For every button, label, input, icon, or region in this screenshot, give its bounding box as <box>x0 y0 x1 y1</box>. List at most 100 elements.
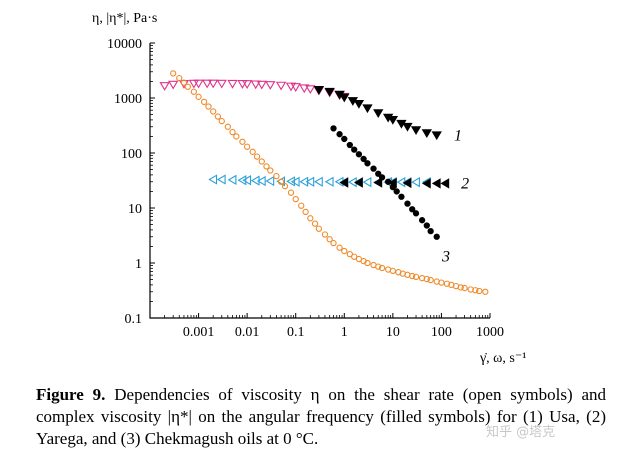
data-point <box>351 146 358 153</box>
viscosity-chart: η, |η*|, Pa·s γ̇, ω, s⁻¹ 0.001 0.01 0.1 1 10… <box>92 11 526 366</box>
data-point <box>208 174 218 185</box>
y-tick-label: 10 <box>128 202 142 217</box>
data-point <box>404 200 411 207</box>
data-point <box>330 239 337 247</box>
x-tick-label: 0.01 <box>235 325 260 340</box>
data-point <box>373 109 384 119</box>
data-point <box>378 264 386 272</box>
data-point <box>423 222 430 229</box>
data-point <box>201 79 213 89</box>
data-point <box>281 182 289 190</box>
data-point <box>393 188 400 195</box>
data-point <box>324 87 335 97</box>
data-point <box>256 175 266 187</box>
data-point <box>409 272 416 280</box>
y-tick-label: 10000 <box>107 37 142 52</box>
data-point <box>373 177 383 188</box>
data-point <box>184 83 191 90</box>
data-point <box>389 267 397 274</box>
x-tick-label: 100 <box>431 325 452 340</box>
data-point <box>482 288 489 295</box>
data-point <box>387 115 399 125</box>
data-point <box>190 88 198 95</box>
data-point <box>412 210 420 217</box>
data-point <box>421 129 432 138</box>
data-point <box>431 131 442 141</box>
data-point <box>378 174 386 181</box>
data-point <box>193 79 204 89</box>
data-point <box>227 79 238 89</box>
y-tick-label: 0.1 <box>125 312 143 327</box>
data-point <box>354 177 363 188</box>
data-point <box>239 138 246 145</box>
y-tick-label: 100 <box>121 147 142 162</box>
data-point <box>168 80 179 90</box>
x-tick-label: 1 <box>341 325 348 340</box>
data-point <box>375 263 382 270</box>
x-tick-label: 0.1 <box>287 325 305 340</box>
data-point <box>298 202 305 209</box>
data-point <box>412 273 420 280</box>
data-point <box>229 128 236 136</box>
data-point <box>256 80 267 90</box>
data-point <box>339 177 349 188</box>
data-point <box>362 104 373 114</box>
data-point <box>409 206 416 213</box>
data-point <box>214 113 222 120</box>
data-point <box>180 79 188 86</box>
data-point <box>286 176 295 187</box>
data-point <box>410 126 422 136</box>
figure-label: Figure 9. <box>36 385 106 404</box>
data-point <box>224 123 231 130</box>
data-point <box>292 195 299 203</box>
x-tick-label: 10 <box>386 325 400 340</box>
data-point <box>411 176 420 188</box>
y-tick-label: 1000 <box>114 92 142 107</box>
data-point <box>205 103 212 110</box>
data-point <box>176 74 183 82</box>
data-point <box>346 141 353 149</box>
data-point <box>249 148 256 155</box>
data-point <box>258 158 265 165</box>
y-axis-label: η, |η*|, Pa·s <box>92 11 157 26</box>
data-point <box>472 287 479 294</box>
data-point <box>218 117 225 125</box>
data-point <box>457 284 464 291</box>
data-point <box>267 167 274 174</box>
data-point <box>370 165 377 172</box>
data-point <box>275 81 287 91</box>
x-tick-label: 0.001 <box>183 325 215 340</box>
data-point <box>314 176 323 187</box>
data-point <box>290 176 300 187</box>
y-tick-label: 1 <box>135 257 142 272</box>
data-point <box>360 155 367 163</box>
figure-caption: Figure 9. Dependencies of viscosity η on… <box>36 384 606 450</box>
data-point <box>242 175 252 186</box>
data-point <box>263 163 270 170</box>
data-point <box>389 183 397 191</box>
data-point <box>313 86 325 95</box>
data-point <box>311 220 319 227</box>
data-point <box>321 231 329 238</box>
data-point <box>233 133 240 140</box>
data-point <box>362 176 372 188</box>
data-point <box>339 93 350 103</box>
data-point <box>227 174 237 186</box>
data-point <box>353 100 365 109</box>
data-point <box>440 178 450 189</box>
data-point <box>423 275 430 283</box>
data-point <box>427 227 434 235</box>
data-point <box>341 135 348 143</box>
data-point <box>476 287 483 295</box>
data-point <box>265 81 276 90</box>
data-point <box>326 236 333 243</box>
data-point <box>237 175 247 186</box>
data-point <box>250 80 261 90</box>
data-point <box>253 153 261 160</box>
data-point <box>195 93 202 100</box>
data-point <box>402 177 412 189</box>
data-point <box>443 280 451 287</box>
data-point <box>431 178 441 189</box>
data-point <box>159 82 170 91</box>
data-point <box>307 215 314 222</box>
